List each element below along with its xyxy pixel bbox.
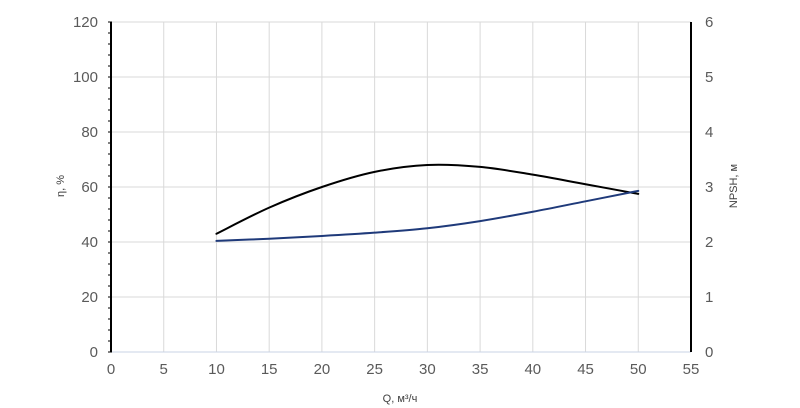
axes xyxy=(108,21,692,353)
y-left-tick-label: 120 xyxy=(73,14,98,31)
series xyxy=(215,163,640,242)
y-left-tick-label: 80 xyxy=(81,124,98,141)
x-axis-title: Q, м³/ч xyxy=(383,393,418,405)
x-tick-label: 20 xyxy=(314,361,331,378)
x-tick-label: 30 xyxy=(419,361,436,378)
x-tick-label: 0 xyxy=(107,361,115,378)
y-left-tick-label: 100 xyxy=(73,69,98,86)
x-tick-label: 45 xyxy=(577,361,594,378)
y-right-tick-label: 3 xyxy=(705,179,713,196)
y-right-tick-label: 2 xyxy=(705,234,713,251)
y-left-tick-label: 40 xyxy=(81,234,98,251)
y-right-tick-label: 5 xyxy=(705,69,713,86)
y-right-tick-label: 0 xyxy=(705,344,713,361)
x-tick-label: 55 xyxy=(683,361,700,378)
x-tick-label: 25 xyxy=(366,361,383,378)
x-tick-label: 35 xyxy=(472,361,489,378)
tick-labels: 0 5 10 15 20 25 30 35 40 45 50 55020406080100120012… xyxy=(73,14,713,378)
x-tick-label: 40 xyxy=(524,361,541,378)
x-tick-label: 15 xyxy=(261,361,278,378)
y-right-tick-label: 4 xyxy=(705,124,713,141)
x-tick-label: 5 xyxy=(160,361,168,378)
efficiency-series-line xyxy=(215,163,640,235)
x-tick-label: 50 xyxy=(630,361,647,378)
x-tick-label: 10 xyxy=(208,361,225,378)
y-right-tick-label: 6 xyxy=(705,14,713,31)
y-left-tick-label: 60 xyxy=(81,179,98,196)
gridlines xyxy=(111,21,691,352)
y-right-tick-label: 1 xyxy=(705,289,713,306)
y-right-axis-title: NPSH, м xyxy=(728,164,740,208)
y-left-tick-label: 0 xyxy=(90,344,98,361)
y-left-axis-title: η, % xyxy=(55,175,67,197)
y-left-tick-label: 20 xyxy=(81,289,98,306)
npsh-series-line xyxy=(215,189,640,242)
